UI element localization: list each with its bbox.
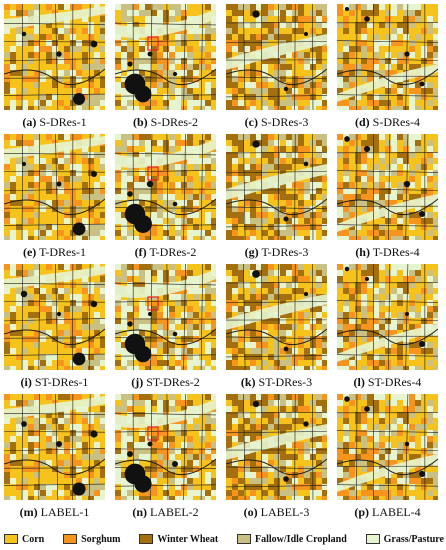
crop-map	[4, 264, 105, 370]
crop-map	[115, 134, 216, 240]
legend-swatch	[365, 534, 380, 544]
legend-swatch	[63, 534, 78, 544]
panel: (e) T-DRes-1	[4, 134, 105, 264]
panel-title: S-DRes-3	[260, 115, 309, 129]
panel-label: (f)	[134, 245, 147, 259]
crop-map	[337, 394, 438, 500]
legend-label: Sorghum	[81, 533, 121, 545]
legend-label: Grass/Pasture	[383, 533, 444, 545]
panel-caption: (p) LABEL-4	[354, 500, 420, 524]
panel-title: T-DRes-3	[261, 245, 309, 259]
panel: (h) T-DRes-4	[337, 134, 438, 264]
panel-label: (l)	[353, 375, 365, 389]
panel-label: (g)	[244, 245, 259, 259]
panel-label: (h)	[355, 245, 370, 259]
crop-map	[115, 394, 216, 500]
legend-item-fallow: Fallow/Idle Cropland	[237, 534, 347, 545]
panel-label: (m)	[19, 505, 38, 519]
panel: (g) T-DRes-3	[226, 134, 327, 264]
panel-caption: (l) ST-DRes-4	[354, 370, 422, 394]
panel-title: LABEL-4	[372, 505, 421, 519]
panel-title: T-DRes-2	[149, 245, 197, 259]
legend-item-sorghum: Sorghum	[63, 533, 121, 545]
panel-title: T-DRes-1	[39, 245, 86, 259]
panel-title: T-DRes-4	[372, 245, 420, 259]
legend-label: Fallow/Idle Cropland	[255, 533, 347, 545]
panel: (d) S-DRes-4	[337, 4, 438, 134]
panel-caption: (n) LABEL-2	[132, 500, 198, 524]
panel: (a) S-DRes-1	[4, 4, 105, 134]
panel-title: S-DRes-1	[39, 115, 87, 129]
panel: (n) LABEL-2	[115, 394, 216, 524]
panel: (k) ST-DRes-3	[226, 264, 327, 394]
panel-caption: (e) T-DRes-1	[23, 240, 86, 264]
panel-title: LABEL-3	[260, 505, 310, 519]
crop-map	[4, 394, 105, 500]
panel-title: LABEL-1	[40, 505, 90, 519]
crop-map	[4, 4, 105, 110]
panel-label: (j)	[131, 375, 144, 389]
panel-caption: (k) ST-DRes-3	[241, 370, 312, 394]
legend-swatch	[4, 534, 18, 544]
panel-title: ST-DRes-1	[34, 375, 89, 389]
panel-label: (e)	[22, 245, 37, 259]
panel-label: (o)	[243, 505, 258, 519]
panel-label: (p)	[354, 505, 369, 519]
panel: (p) LABEL-4	[337, 394, 438, 524]
panel: (b) S-DRes-2	[115, 4, 216, 134]
legend-item-grass: Grass/Pasture	[365, 533, 444, 545]
panel-caption: (c) S-DRes-3	[245, 110, 309, 134]
legend-item-corn: Corn	[4, 534, 44, 545]
legend-label: Corn	[22, 533, 45, 545]
crop-map	[226, 394, 327, 500]
legend-label: Winter Wheat	[157, 533, 219, 545]
panel-label: (k)	[240, 375, 256, 389]
panel: (l) ST-DRes-4	[337, 264, 438, 394]
panel: (f) T-DRes-2	[115, 134, 216, 264]
crop-map	[4, 134, 105, 240]
legend-swatch	[139, 534, 154, 544]
panel-label: (d)	[354, 115, 370, 129]
panel-title: ST-DRes-3	[258, 375, 313, 389]
panel-caption: (i) ST-DRes-1	[21, 370, 89, 394]
panel: (o) LABEL-3	[226, 394, 327, 524]
panel-caption: (g) T-DRes-3	[245, 240, 309, 264]
panel-caption: (b) S-DRes-2	[133, 110, 198, 134]
panel-title: ST-DRes-4	[367, 375, 422, 389]
panel-caption: (f) T-DRes-2	[135, 240, 197, 264]
panel-caption: (d) S-DRes-4	[355, 110, 420, 134]
panel-caption: (o) LABEL-3	[244, 500, 310, 524]
crop-map	[337, 4, 438, 110]
crop-map	[337, 264, 438, 370]
crop-map	[226, 4, 327, 110]
panel-caption: (m) LABEL-1	[20, 500, 90, 524]
panel-label: (i)	[20, 375, 32, 389]
crop-map	[337, 134, 438, 240]
crop-map	[226, 134, 327, 240]
panel-label: (n)	[132, 505, 147, 519]
panel: (j) ST-DRes-2	[115, 264, 216, 394]
panel: (m) LABEL-1	[4, 394, 105, 524]
panel-label: (b)	[132, 115, 148, 129]
legend-swatch	[237, 534, 252, 544]
panel-title: ST-DRes-2	[146, 375, 200, 389]
panel-caption: (a) S-DRes-1	[22, 110, 86, 134]
map-grid: (a) S-DRes-1 (b) S-DRes-2 (c) S-DRes-3 (…	[4, 4, 444, 524]
panel-label: (a)	[22, 115, 37, 129]
crop-map	[115, 4, 216, 110]
crop-map	[226, 264, 327, 370]
panel: (i) ST-DRes-1	[4, 264, 105, 394]
legend: Corn Sorghum Winter Wheat Fallow/Idle Cr…	[4, 531, 444, 547]
legend-item-winter-wheat: Winter Wheat	[139, 534, 218, 545]
panel-title: LABEL-2	[150, 505, 199, 519]
panel-caption: (j) ST-DRes-2	[131, 370, 200, 394]
panel-caption: (h) T-DRes-4	[355, 240, 419, 264]
crop-map	[115, 264, 216, 370]
panel-label: (c)	[244, 115, 258, 129]
panel: (c) S-DRes-3	[226, 4, 327, 134]
panel-title: S-DRes-4	[372, 115, 420, 129]
panel-title: S-DRes-2	[150, 115, 198, 129]
